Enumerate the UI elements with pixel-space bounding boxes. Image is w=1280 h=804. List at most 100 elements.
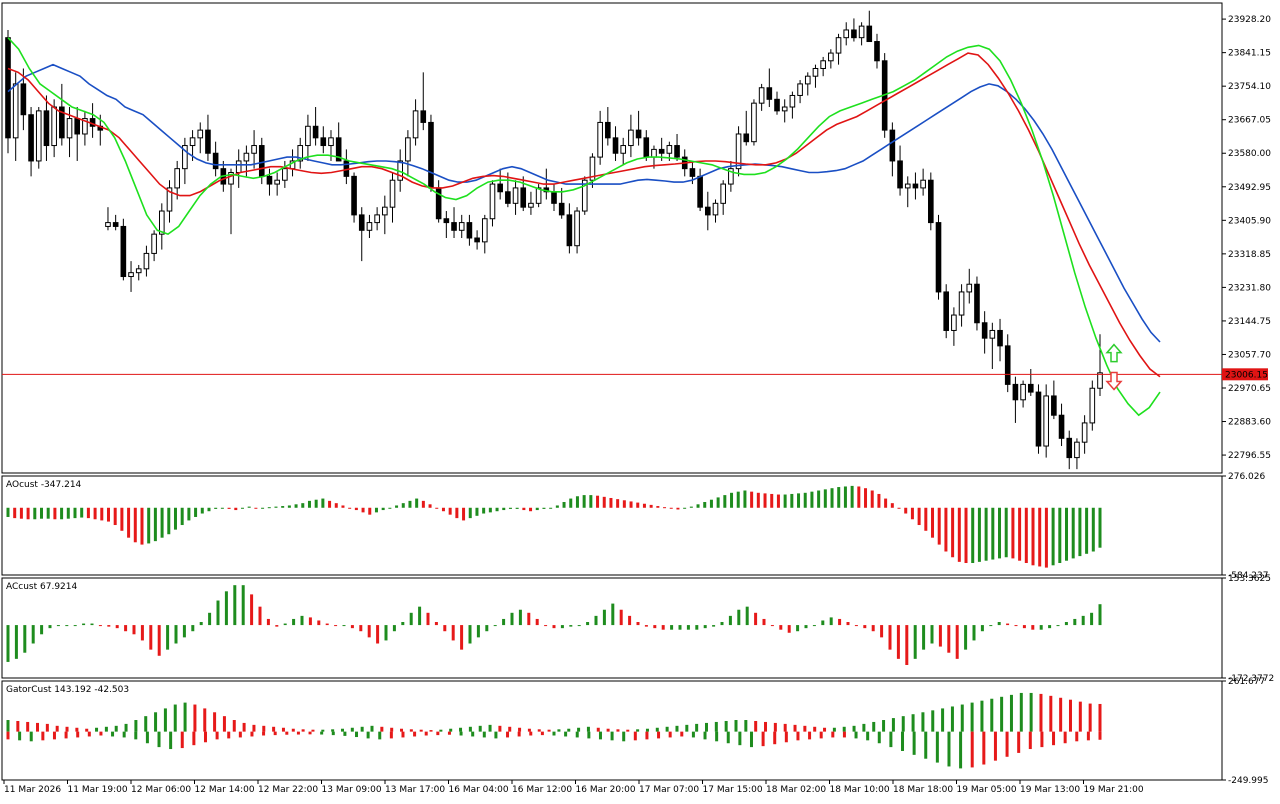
gator-bar bbox=[232, 720, 236, 732]
candle-bull bbox=[797, 83, 803, 96]
ao-bar bbox=[167, 507, 171, 535]
gator-bar bbox=[213, 712, 217, 732]
ao-bar bbox=[281, 506, 285, 508]
ac-axis-tick-label: -172.3772 bbox=[1228, 674, 1274, 684]
candle-bull bbox=[166, 187, 173, 212]
ao-bar bbox=[462, 507, 466, 521]
ao-bar bbox=[562, 502, 566, 508]
ac-bar bbox=[678, 625, 682, 630]
ac-bar bbox=[334, 625, 338, 627]
ao-bar bbox=[616, 499, 620, 508]
gator-bar bbox=[685, 724, 689, 732]
gator-bar bbox=[854, 731, 858, 739]
ao-bar bbox=[60, 507, 64, 520]
candle-bear bbox=[358, 214, 365, 231]
ac-bar bbox=[938, 625, 942, 647]
gator-bar bbox=[749, 731, 753, 748]
candle-bear bbox=[428, 121, 434, 189]
gator-bar bbox=[262, 725, 266, 732]
ac-bar bbox=[1014, 625, 1018, 627]
gator-bar bbox=[281, 727, 285, 732]
gator-bar bbox=[252, 724, 256, 732]
ac-bar bbox=[367, 625, 371, 638]
gator-bar bbox=[273, 731, 277, 736]
ao-bar bbox=[468, 507, 472, 519]
ac-bar bbox=[392, 625, 396, 632]
candle-bull bbox=[804, 75, 811, 85]
ao-bar bbox=[770, 493, 774, 508]
ac-bar bbox=[871, 625, 875, 632]
candle-bull bbox=[728, 168, 734, 185]
gator-bar bbox=[1086, 731, 1090, 741]
ao-bar bbox=[1091, 507, 1095, 552]
gator-bar bbox=[852, 725, 856, 732]
ao-bar bbox=[488, 507, 492, 513]
gator-bar bbox=[145, 731, 149, 744]
candle-bull bbox=[143, 252, 150, 270]
candle-bear bbox=[28, 114, 34, 162]
ac-bar bbox=[779, 625, 783, 630]
ao-bar bbox=[46, 507, 50, 519]
price-axis-tick-label: 23144.75 bbox=[1228, 317, 1271, 327]
ac-bar bbox=[31, 625, 35, 644]
ac-bar bbox=[468, 625, 472, 644]
ao-bar bbox=[904, 507, 908, 514]
ac-bar bbox=[1098, 604, 1102, 626]
ao-bar bbox=[1024, 507, 1028, 564]
ac-bar bbox=[586, 622, 590, 626]
ao-bar bbox=[843, 486, 847, 508]
ac-bar bbox=[737, 609, 741, 626]
gator-bar bbox=[527, 728, 531, 732]
ao-bar bbox=[756, 492, 760, 508]
x-axis-label: 19 Mar 13:00 bbox=[1020, 785, 1080, 795]
price-axis-tick-label: 23231.80 bbox=[1228, 283, 1271, 293]
gator-bar bbox=[1009, 694, 1013, 732]
candle-bull bbox=[243, 152, 250, 162]
ao-bar bbox=[522, 507, 526, 511]
ac-bar bbox=[124, 625, 128, 632]
candle-bull bbox=[820, 60, 826, 69]
ac-bar bbox=[6, 625, 10, 662]
candle-bull bbox=[297, 145, 304, 162]
ac-bar bbox=[166, 625, 170, 650]
gator-bar bbox=[891, 718, 895, 732]
ac-bar bbox=[670, 625, 674, 630]
candle-bull bbox=[182, 145, 188, 170]
ao-bar bbox=[147, 507, 151, 544]
gator-bar bbox=[1029, 692, 1033, 732]
ao-bar bbox=[964, 507, 968, 564]
ac-bar bbox=[913, 625, 917, 659]
ac-bar bbox=[191, 625, 195, 632]
candle-bear bbox=[743, 133, 750, 143]
gator-bar bbox=[449, 728, 453, 732]
candle-bull bbox=[12, 83, 19, 139]
alligator-teeth-line bbox=[7, 52, 1161, 378]
ao-bar bbox=[106, 507, 110, 522]
gator-bar bbox=[764, 721, 768, 732]
candle-bear bbox=[1035, 391, 1042, 447]
ao-bar bbox=[287, 505, 291, 508]
ao-bar bbox=[408, 500, 412, 508]
candle-bull bbox=[158, 210, 165, 235]
ac-bar bbox=[728, 615, 732, 626]
candle-bear bbox=[205, 129, 211, 154]
candle-bear bbox=[612, 137, 619, 154]
ao-bar bbox=[428, 504, 432, 508]
gator-pane: 261.677 -249.995 GatorCust 143.192 -42.503 bbox=[1, 677, 1268, 786]
gator-bar bbox=[36, 722, 40, 732]
ao-bar bbox=[569, 498, 573, 508]
gator-bar bbox=[114, 725, 118, 732]
gator-bar bbox=[193, 704, 197, 732]
candle-bear bbox=[5, 37, 11, 139]
gator-bar bbox=[901, 716, 905, 732]
candle-bull bbox=[1020, 383, 1026, 401]
gator-bar bbox=[478, 725, 482, 732]
gator-bar bbox=[665, 726, 669, 732]
ac-bar bbox=[40, 625, 44, 635]
gator-bar bbox=[959, 731, 963, 769]
ac-bar bbox=[216, 600, 220, 626]
ao-bar bbox=[703, 502, 707, 508]
ac-bar bbox=[149, 625, 153, 650]
gator-bar bbox=[296, 731, 300, 735]
ao-bar bbox=[334, 503, 338, 508]
